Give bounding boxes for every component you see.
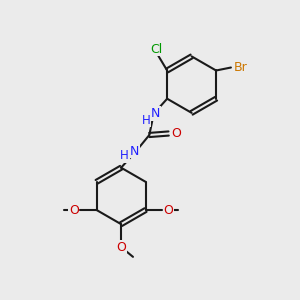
Text: N: N <box>151 107 160 120</box>
Text: N: N <box>130 145 139 158</box>
Text: Br: Br <box>234 61 247 74</box>
Text: H: H <box>142 114 151 127</box>
Text: O: O <box>69 203 79 217</box>
Text: O: O <box>171 127 181 140</box>
Text: Cl: Cl <box>151 43 163 56</box>
Text: H: H <box>120 149 129 162</box>
Text: O: O <box>116 241 126 254</box>
Text: O: O <box>164 203 173 217</box>
